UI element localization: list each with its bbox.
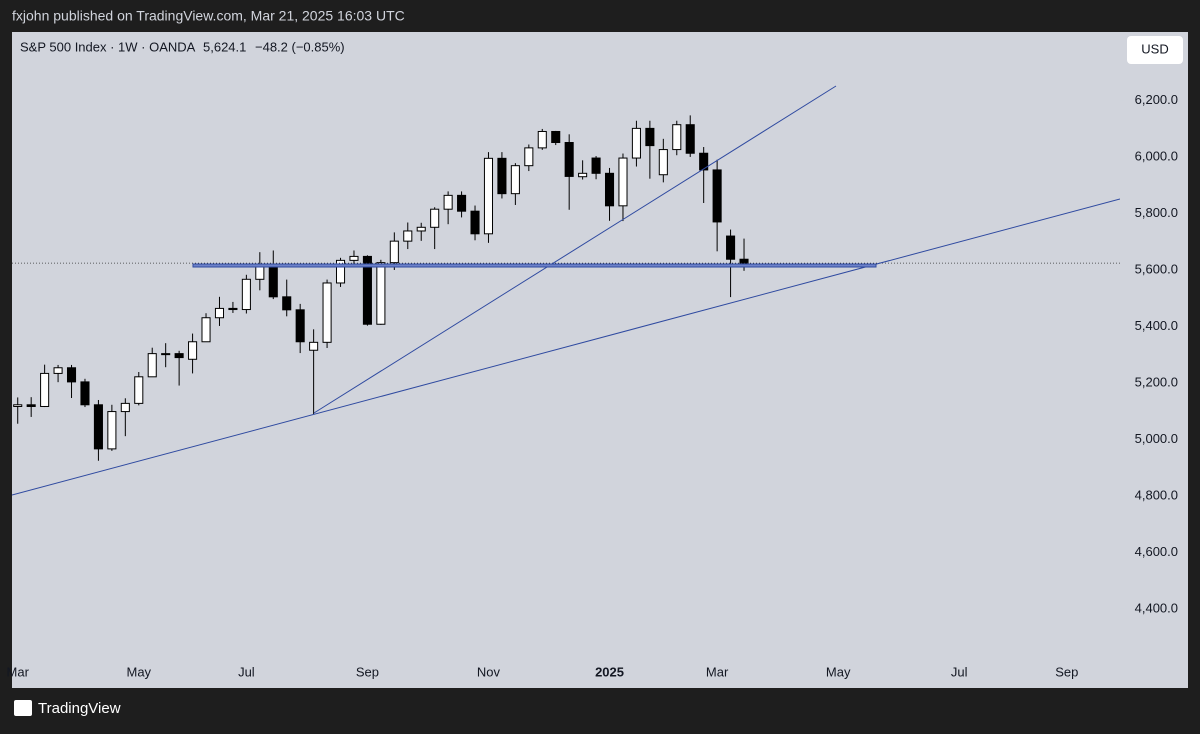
candle-body	[322, 282, 332, 343]
candle-body	[430, 208, 440, 228]
candle-body	[349, 255, 359, 261]
brand: TradingView	[38, 700, 121, 717]
y-tick-label: 4,800.0	[1135, 488, 1178, 503]
candle-body	[416, 226, 426, 232]
candle-body	[443, 194, 453, 210]
candle-body	[537, 130, 547, 149]
y-tick-label: 6,000.0	[1135, 148, 1178, 163]
x-tick-label: Mar	[706, 664, 729, 679]
candle-body	[483, 157, 494, 235]
y-tick-label: 5,200.0	[1135, 374, 1178, 389]
x-tick-label: Sep	[356, 664, 379, 679]
y-tick-label: 5,800.0	[1135, 205, 1178, 220]
trend-line	[12, 198, 1120, 496]
candle-body	[578, 172, 588, 178]
y-tick-label: 5,600.0	[1135, 261, 1178, 276]
x-tick-label: May	[126, 664, 151, 679]
candle-body	[362, 255, 372, 325]
candle-body	[591, 157, 601, 174]
candle-body	[658, 149, 668, 176]
candle-body	[174, 353, 184, 359]
y-tick-label: 6,200.0	[1135, 92, 1178, 107]
currency-button[interactable]	[1127, 36, 1183, 64]
candle-body	[53, 367, 63, 374]
candle-body	[524, 147, 534, 167]
price-change: −48.2 (−0.85%)	[255, 39, 345, 54]
candle-body	[457, 194, 467, 212]
candle-body	[188, 341, 198, 360]
candle-body	[40, 372, 50, 407]
candle-body	[147, 353, 157, 378]
candle-body	[564, 142, 574, 177]
candle-body	[161, 353, 171, 356]
trend-line	[313, 85, 837, 414]
candle-body	[134, 376, 144, 404]
logo-icon	[14, 700, 32, 716]
x-tick-label: May	[826, 664, 851, 679]
candle-body	[685, 124, 695, 154]
y-tick-label: 4,400.0	[1135, 601, 1178, 616]
symbol-title: S&P 500 Index · 1W · OANDA	[20, 39, 196, 54]
candle-body	[13, 404, 23, 407]
candle-body	[66, 367, 77, 383]
candle-body	[510, 165, 520, 195]
candle-body	[699, 152, 709, 171]
candle-body	[712, 169, 722, 223]
support-zone	[192, 263, 877, 268]
x-tick-label: 2025	[595, 664, 624, 679]
candle-body	[645, 127, 655, 147]
plot-area	[12, 115, 1120, 461]
candle-body	[120, 402, 130, 413]
candle-body	[335, 259, 346, 284]
candle-body	[107, 411, 117, 450]
candle-body	[295, 309, 305, 343]
candle-body	[604, 172, 615, 207]
candle-body	[93, 404, 103, 450]
x-tick-label: Jul	[238, 664, 255, 679]
x-tick-label: Sep	[1055, 664, 1078, 679]
chart-panel	[12, 32, 1188, 688]
candle-body	[631, 127, 641, 159]
candle-body	[26, 404, 36, 407]
candle-body	[618, 157, 628, 207]
drawings	[12, 85, 1120, 496]
candle-body	[228, 307, 238, 311]
candle-body	[470, 210, 480, 235]
candle-body	[389, 240, 399, 264]
candle-body	[672, 124, 682, 151]
candle-body	[403, 230, 413, 242]
x-tick-label: Mar	[7, 664, 30, 679]
candle-body	[255, 265, 265, 280]
x-tick-label: Nov	[477, 664, 501, 679]
candle-body	[201, 317, 211, 343]
candle-body	[376, 262, 386, 325]
candle-body	[309, 341, 319, 351]
last-price: 5,624.1	[203, 39, 246, 54]
candle-body	[739, 258, 749, 264]
candle-body	[241, 278, 251, 311]
currency-label[interactable]: USD	[1141, 41, 1168, 56]
candle-body	[282, 296, 292, 311]
candle-body	[497, 157, 507, 195]
candle-body	[551, 130, 561, 144]
y-tick-label: 5,000.0	[1135, 431, 1178, 446]
candle-body	[80, 381, 90, 406]
y-tick-label: 4,600.0	[1135, 544, 1178, 559]
candle-body	[214, 307, 225, 319]
x-tick-label: Jul	[951, 664, 968, 679]
published-line: fxjohn published on TradingView.com, Mar…	[12, 8, 405, 24]
candle-body	[726, 235, 736, 260]
candle-body	[268, 265, 278, 298]
y-tick-label: 5,400.0	[1135, 318, 1178, 333]
